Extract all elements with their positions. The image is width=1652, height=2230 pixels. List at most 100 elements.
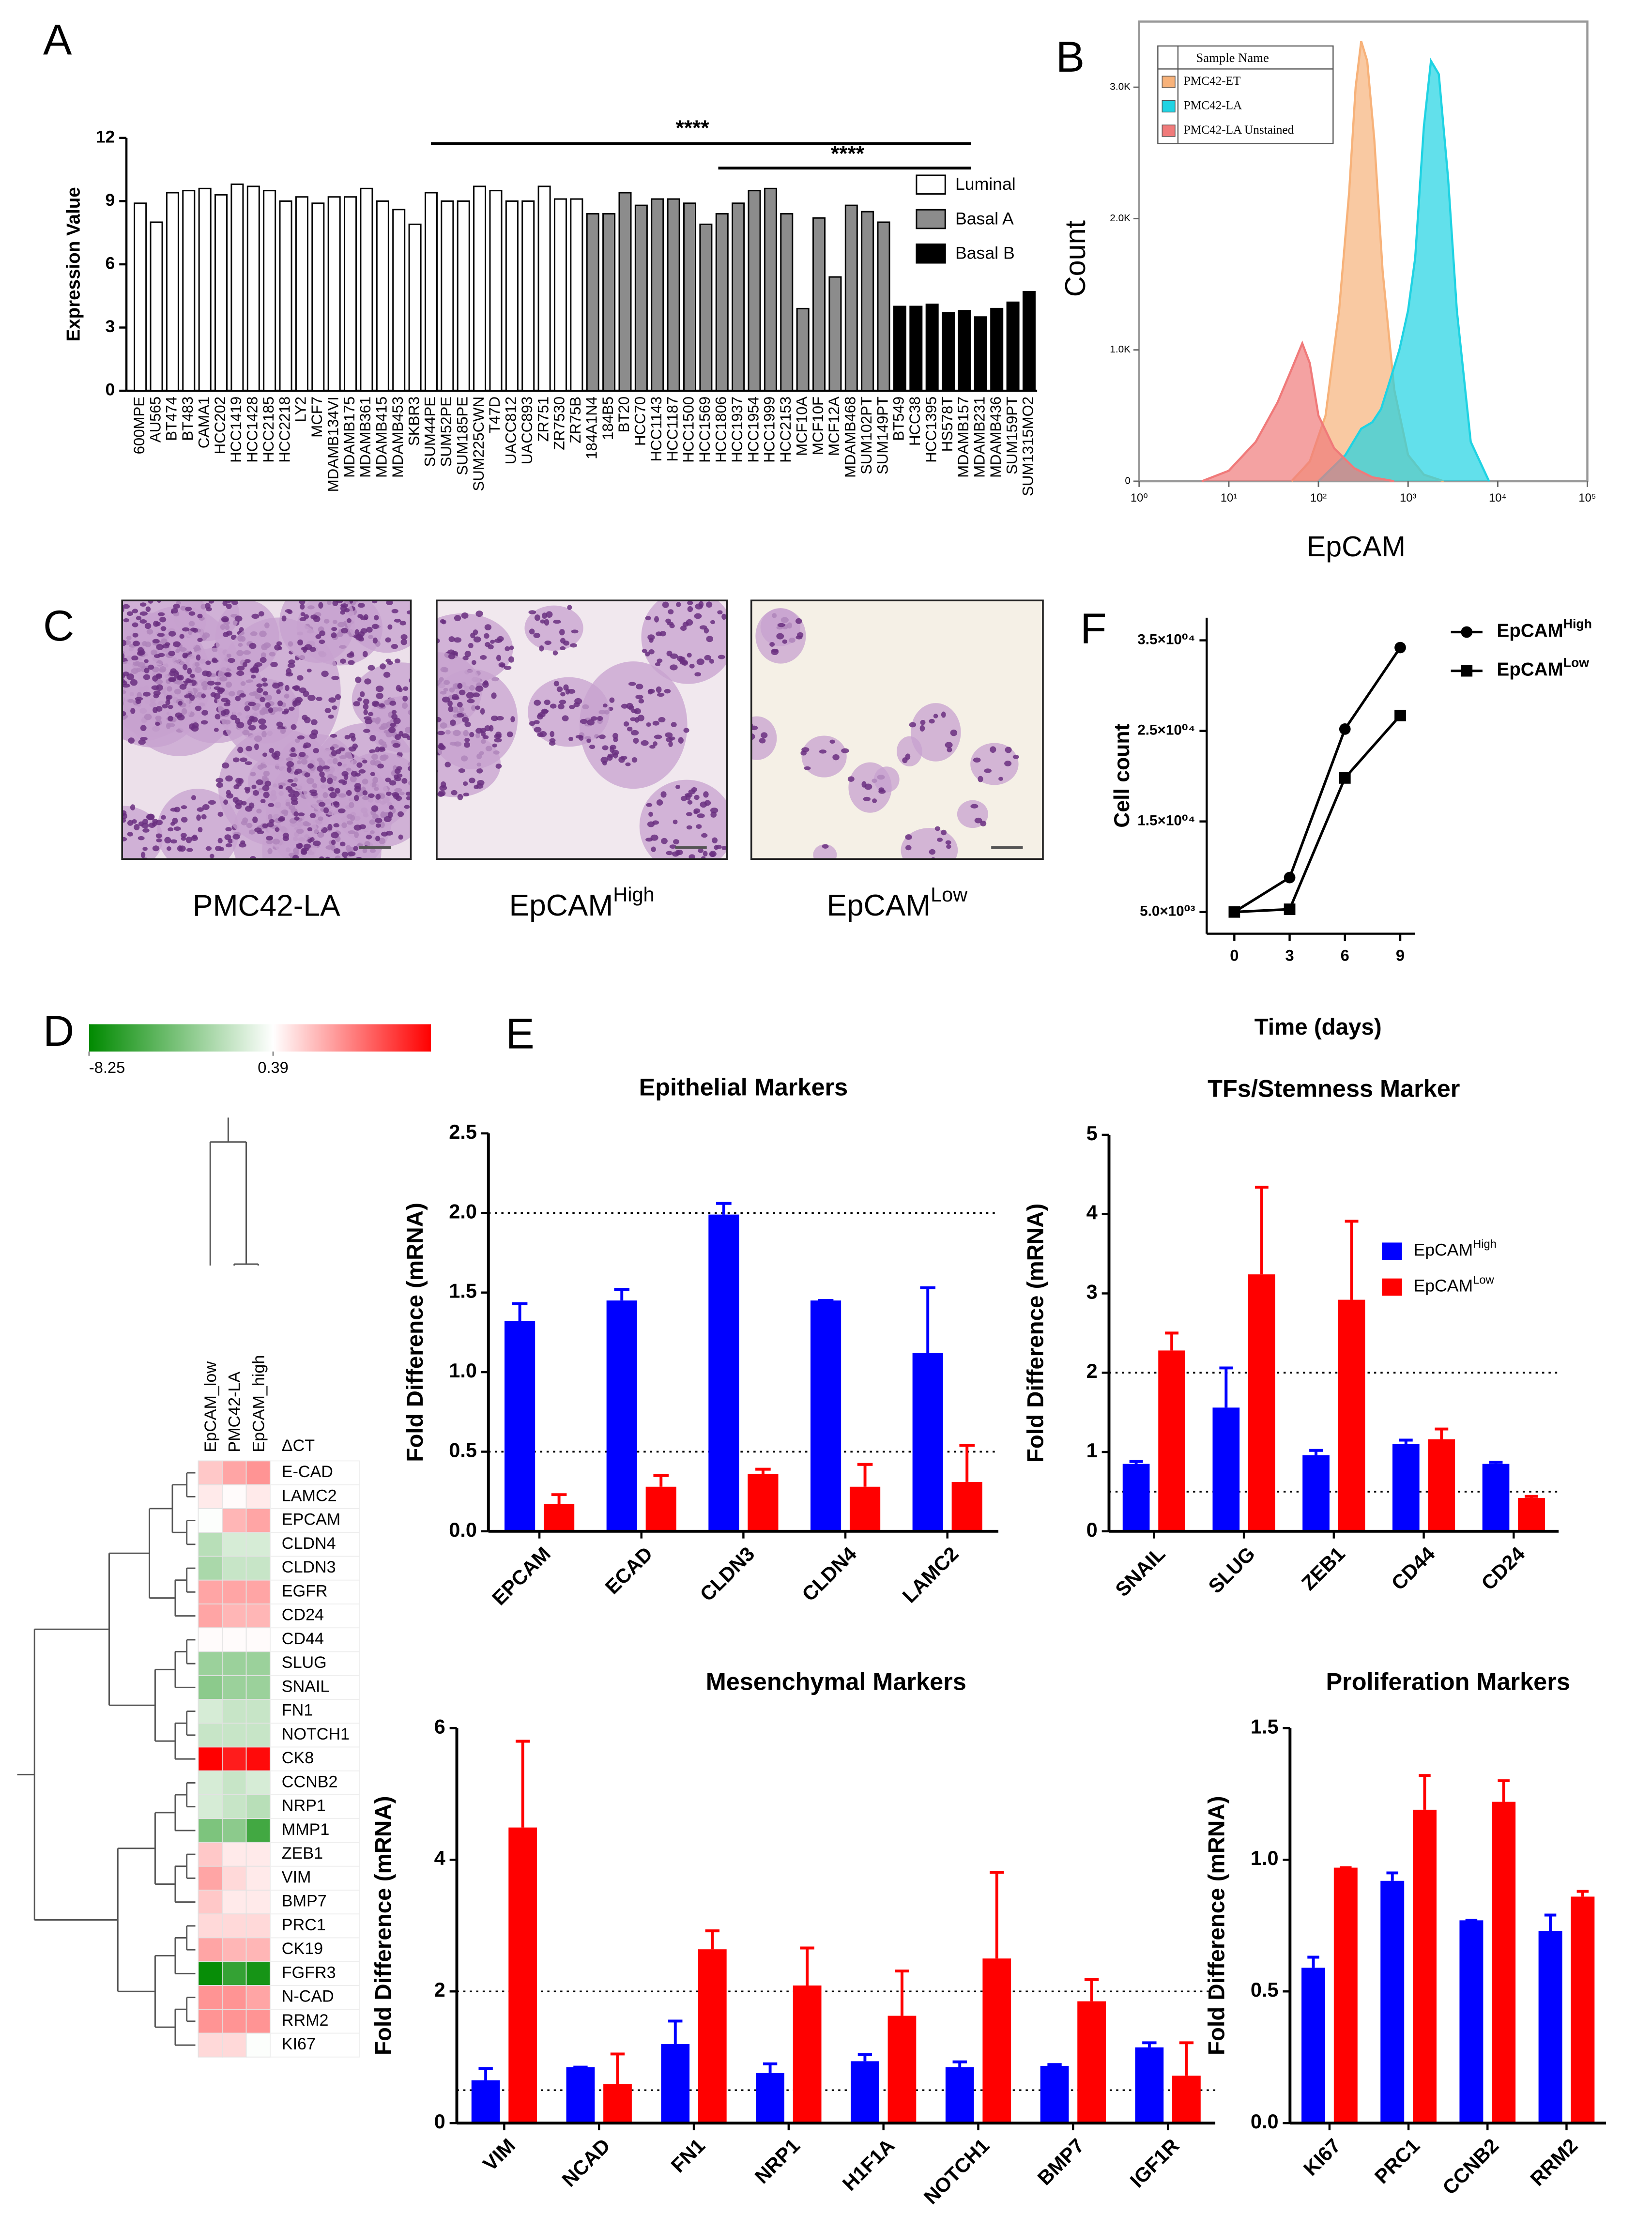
bar <box>392 209 406 392</box>
bar <box>851 2061 879 2123</box>
nucleus <box>505 646 510 652</box>
bar <box>1122 1464 1150 1531</box>
nucleus <box>394 777 402 781</box>
bar <box>796 307 810 392</box>
x-tick-label: SUM44PE <box>422 397 439 467</box>
nucleus <box>168 716 173 722</box>
nucleus <box>673 839 679 845</box>
nucleus <box>362 790 368 795</box>
nucleus <box>450 719 456 726</box>
bar <box>279 200 292 392</box>
nucleus <box>648 649 655 655</box>
nucleus <box>171 608 179 614</box>
nucleus <box>646 722 651 727</box>
nucleus <box>200 720 208 725</box>
nucleus <box>181 805 187 810</box>
bar <box>1482 1464 1510 1531</box>
nucleus <box>142 691 151 697</box>
bar <box>606 1300 637 1531</box>
x-tick-label: HCC1954 <box>745 397 762 463</box>
error-bar <box>515 1740 530 1828</box>
nucleus <box>385 778 391 782</box>
nucleus <box>392 792 399 797</box>
nucleus <box>348 660 355 665</box>
y-axis-label: Expression Value <box>63 187 84 341</box>
nucleus <box>186 848 193 852</box>
area-fill <box>1202 343 1394 481</box>
nucleus <box>360 616 368 621</box>
nucleus <box>179 634 184 639</box>
nucleus <box>377 764 384 769</box>
nucleus <box>509 645 514 650</box>
nucleus <box>300 612 306 616</box>
nucleus <box>309 813 316 818</box>
nucleus <box>177 845 183 852</box>
nucleus <box>222 762 229 769</box>
legend-label: Basal A <box>955 209 1014 228</box>
nucleus <box>375 794 381 800</box>
micrograph <box>751 600 1043 859</box>
nucleus <box>481 731 486 737</box>
nucleus <box>142 819 148 825</box>
nucleus <box>252 816 258 824</box>
nucleus <box>534 614 540 621</box>
y-tick-label: 5.0×10⁰³ <box>1140 903 1195 919</box>
cytoplasm <box>528 677 610 747</box>
nucleus <box>668 741 673 747</box>
x-tick-label: 0 <box>1230 947 1239 964</box>
nucleus <box>396 766 402 771</box>
nucleus <box>168 676 176 682</box>
nucleus <box>347 851 356 856</box>
bar <box>793 1986 822 2123</box>
heatmap-cell <box>245 1770 271 1795</box>
nucleus <box>694 794 700 800</box>
nucleus <box>444 762 451 768</box>
error-bar <box>1399 1438 1413 1444</box>
nucleus <box>379 703 385 708</box>
nucleus <box>872 798 877 803</box>
nucleus <box>469 732 474 737</box>
nucleus <box>170 668 177 673</box>
nucleus <box>223 799 229 805</box>
nucleus <box>759 738 766 744</box>
nucleus <box>371 701 380 707</box>
nucleus <box>544 619 550 626</box>
nucleus <box>464 651 471 657</box>
nucleus <box>142 828 150 833</box>
nucleus <box>945 742 953 748</box>
heatmap-cell <box>222 1604 247 1629</box>
nucleus <box>703 791 709 798</box>
nucleus <box>207 680 215 686</box>
bar <box>489 190 503 392</box>
x-tick-label: 10⁵ <box>1578 492 1596 504</box>
row-label: E-CAD <box>282 1463 333 1481</box>
x-tick-label: ZR75B <box>567 397 584 443</box>
bar <box>748 1474 779 1531</box>
nucleus <box>364 678 371 685</box>
nucleus <box>170 808 178 812</box>
nucleus <box>546 611 553 618</box>
row-label: SNAIL <box>282 1677 330 1695</box>
nucleus <box>218 687 225 693</box>
row-label: PRC1 <box>282 1916 326 1934</box>
heatmap-cell <box>245 1508 271 1533</box>
x-tick-label: HCC1999 <box>761 397 778 463</box>
bar <box>708 1214 739 1531</box>
nucleus <box>485 642 490 647</box>
nucleus <box>623 721 629 727</box>
cytoplasm <box>896 736 922 767</box>
error-bar <box>755 1467 771 1474</box>
y-tick-label: 3.5×10⁰⁴ <box>1137 631 1195 647</box>
row-label: EPCAM <box>282 1511 340 1529</box>
nucleus <box>168 827 174 832</box>
row-label: CCNB2 <box>282 1772 338 1791</box>
heatmap-cell <box>245 1556 271 1581</box>
nucleus <box>287 766 292 773</box>
nucleus <box>357 697 362 702</box>
heatmap-cell <box>198 1556 223 1581</box>
nucleus <box>658 717 666 723</box>
nucleus <box>363 709 368 715</box>
x-tick-label: T47D <box>486 397 503 433</box>
error-bar <box>959 1444 975 1482</box>
nucleus <box>340 627 349 634</box>
